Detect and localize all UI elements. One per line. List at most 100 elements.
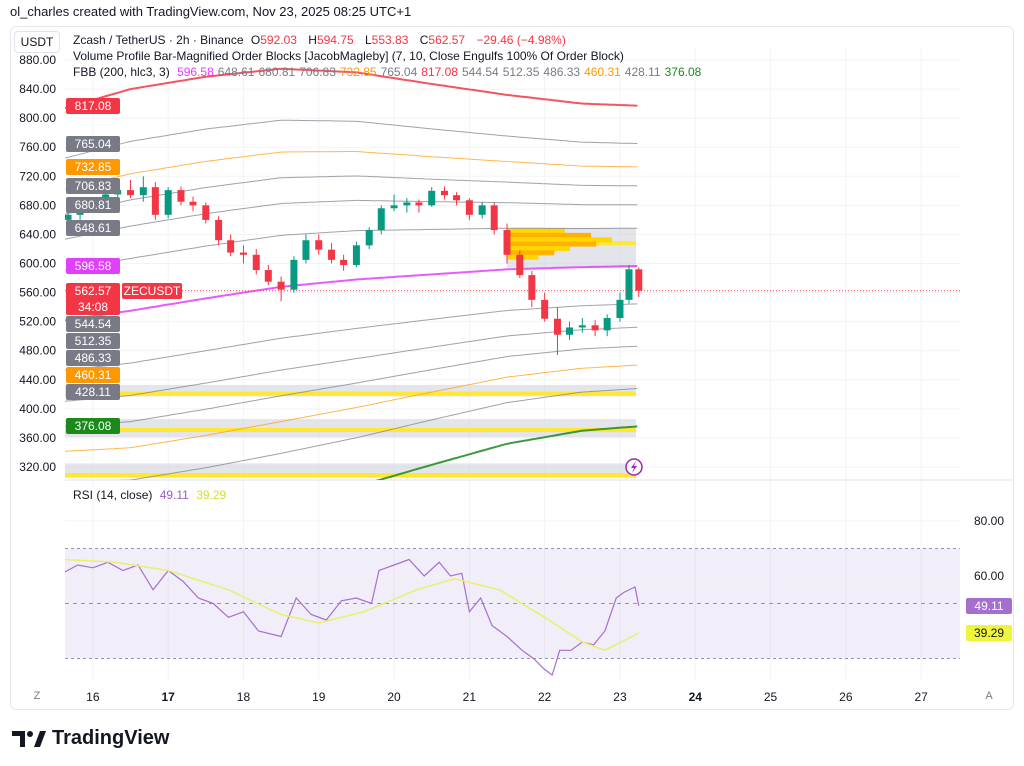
auto-scale-z-button[interactable]: Z bbox=[33, 690, 41, 702]
time-axis-label: 19 bbox=[312, 690, 326, 704]
fbb-legend-value: 706.83 bbox=[299, 65, 336, 79]
rsi-value: 49.11 bbox=[159, 488, 189, 502]
candle-body bbox=[239, 252, 247, 255]
fbb-band-line bbox=[65, 199, 638, 240]
price-axis-label: 360.00 bbox=[19, 431, 56, 445]
chart-credit: ol_charles created with TradingView.com,… bbox=[10, 4, 412, 19]
fbb-band-line bbox=[375, 425, 638, 480]
candle-body bbox=[315, 240, 323, 250]
rsi-title: RSI (14, close) bbox=[73, 488, 153, 502]
high-value: 594.75 bbox=[316, 33, 354, 47]
indicator-legend-order-blocks[interactable]: Volume Profile Bar-Magnified Order Block… bbox=[73, 49, 624, 63]
candle-body bbox=[490, 205, 498, 231]
fbb-band-line bbox=[65, 227, 638, 271]
fbb-level-badge: 680.81 bbox=[66, 196, 120, 213]
fbb-legend-value: 376.08 bbox=[664, 65, 702, 79]
price-axis-label: 800.00 bbox=[19, 111, 56, 125]
fbb-legend-value: 486.33 bbox=[543, 65, 581, 79]
candle-body bbox=[227, 240, 235, 253]
candle-body bbox=[503, 230, 511, 255]
time-axis-label: 26 bbox=[839, 690, 853, 704]
fbb-band-line bbox=[65, 67, 638, 109]
time-axis-label: 18 bbox=[236, 690, 251, 704]
time-axis-label: 25 bbox=[763, 690, 778, 704]
time-axis-label: 24 bbox=[688, 690, 702, 704]
fbb-legend-value: 732.85 bbox=[339, 65, 377, 79]
candle-body bbox=[528, 275, 536, 300]
price-pane bbox=[65, 67, 643, 480]
symbol-title[interactable]: Zcash / TetherUS · 2h · Binance bbox=[73, 33, 244, 47]
fbb-level-badge: 460.31 bbox=[66, 366, 120, 383]
volume-profile-bar bbox=[507, 228, 565, 234]
fbb-band-line bbox=[65, 364, 638, 452]
fbb-level-badge: 732.85 bbox=[66, 158, 120, 175]
time-axis-label: 17 bbox=[161, 690, 175, 704]
fbb-level-badge: 596.58 bbox=[66, 257, 120, 274]
volume-profile-bar bbox=[507, 241, 597, 247]
price-axis-label: 320.00 bbox=[19, 460, 56, 474]
candle-body bbox=[578, 325, 586, 328]
rsi-value-badge: 49.11 bbox=[966, 597, 1012, 614]
indicator-legend-fbb[interactable]: FBB (200, hlc3, 3) 596.58 648.61 680.81 706… bbox=[73, 65, 709, 79]
order-block-line bbox=[65, 473, 636, 478]
rsi-axis-label: 60.00 bbox=[974, 569, 1004, 583]
time-axis-label: 23 bbox=[613, 690, 627, 704]
candle-body bbox=[553, 318, 561, 335]
candle-body bbox=[566, 327, 574, 335]
tradingview-logo[interactable]: TradingView bbox=[12, 727, 169, 750]
fbb-level-badge: 376.08 bbox=[66, 418, 120, 435]
candle-body bbox=[65, 214, 72, 220]
fbb-level-badge: 512.35 bbox=[66, 332, 120, 349]
candle-body bbox=[478, 205, 486, 215]
indicator-legend-rsi[interactable]: RSI (14, close) 49.11 39.29 bbox=[73, 488, 230, 502]
last-price-badge: 562.57 34:08 bbox=[66, 282, 120, 315]
bar-countdown: 34:08 bbox=[77, 299, 109, 314]
volume-profile-bar bbox=[507, 232, 592, 238]
candle-body bbox=[302, 240, 310, 260]
candle-body bbox=[415, 202, 423, 206]
price-axis-label: 560.00 bbox=[19, 286, 56, 300]
candle-body bbox=[189, 201, 197, 206]
candle-body bbox=[403, 202, 411, 206]
candle-body bbox=[441, 190, 449, 196]
auto-scale-a-button[interactable]: A bbox=[985, 690, 993, 702]
fbb-band-line bbox=[65, 326, 638, 402]
candle-body bbox=[264, 270, 272, 282]
candle-body bbox=[591, 325, 599, 331]
candle-body bbox=[390, 205, 398, 209]
candle-body bbox=[603, 318, 611, 331]
fbb-legend-value: 512.35 bbox=[502, 65, 540, 79]
lightning-icon-glyph bbox=[631, 461, 637, 473]
price-axis-label: 400.00 bbox=[19, 402, 56, 416]
time-axis-label: 16 bbox=[86, 690, 100, 704]
candle-body bbox=[616, 299, 624, 319]
candle-body bbox=[465, 200, 473, 215]
chart-frame bbox=[10, 26, 1014, 710]
fbb-level-badge: 428.11 bbox=[66, 383, 120, 400]
fbb-band-line bbox=[65, 119, 638, 159]
tradingview-logo-icon bbox=[12, 730, 46, 747]
candle-body bbox=[365, 230, 373, 246]
price-axis-label: 640.00 bbox=[19, 227, 56, 241]
time-axis-label: 27 bbox=[914, 690, 928, 704]
order-block-line bbox=[65, 391, 636, 396]
brand-name: TradingView bbox=[52, 727, 170, 749]
rsi-ma-badge: 39.29 bbox=[966, 624, 1012, 641]
fbb-legend-value: 648.61 bbox=[217, 65, 255, 79]
rsi-line bbox=[64, 558, 640, 676]
volume-profile-bar bbox=[507, 245, 571, 251]
price-axis-label: 440.00 bbox=[19, 373, 56, 387]
volume-profile-bar bbox=[507, 250, 555, 256]
candle-body bbox=[428, 190, 436, 206]
order-block-line bbox=[65, 427, 636, 432]
time-axis-label: 20 bbox=[387, 690, 401, 704]
fbb-level-badge: 544.54 bbox=[66, 315, 120, 332]
currency-button[interactable]: USDT bbox=[14, 31, 60, 53]
price-axis-label: 480.00 bbox=[19, 344, 56, 358]
price-axis-label: 760.00 bbox=[19, 140, 56, 154]
fbb-legend-value: 596.58 bbox=[177, 65, 214, 79]
change-value: −29.46 (−4.98%) bbox=[476, 33, 566, 47]
candle-body bbox=[177, 190, 185, 202]
time-axis-label: 21 bbox=[462, 690, 477, 704]
